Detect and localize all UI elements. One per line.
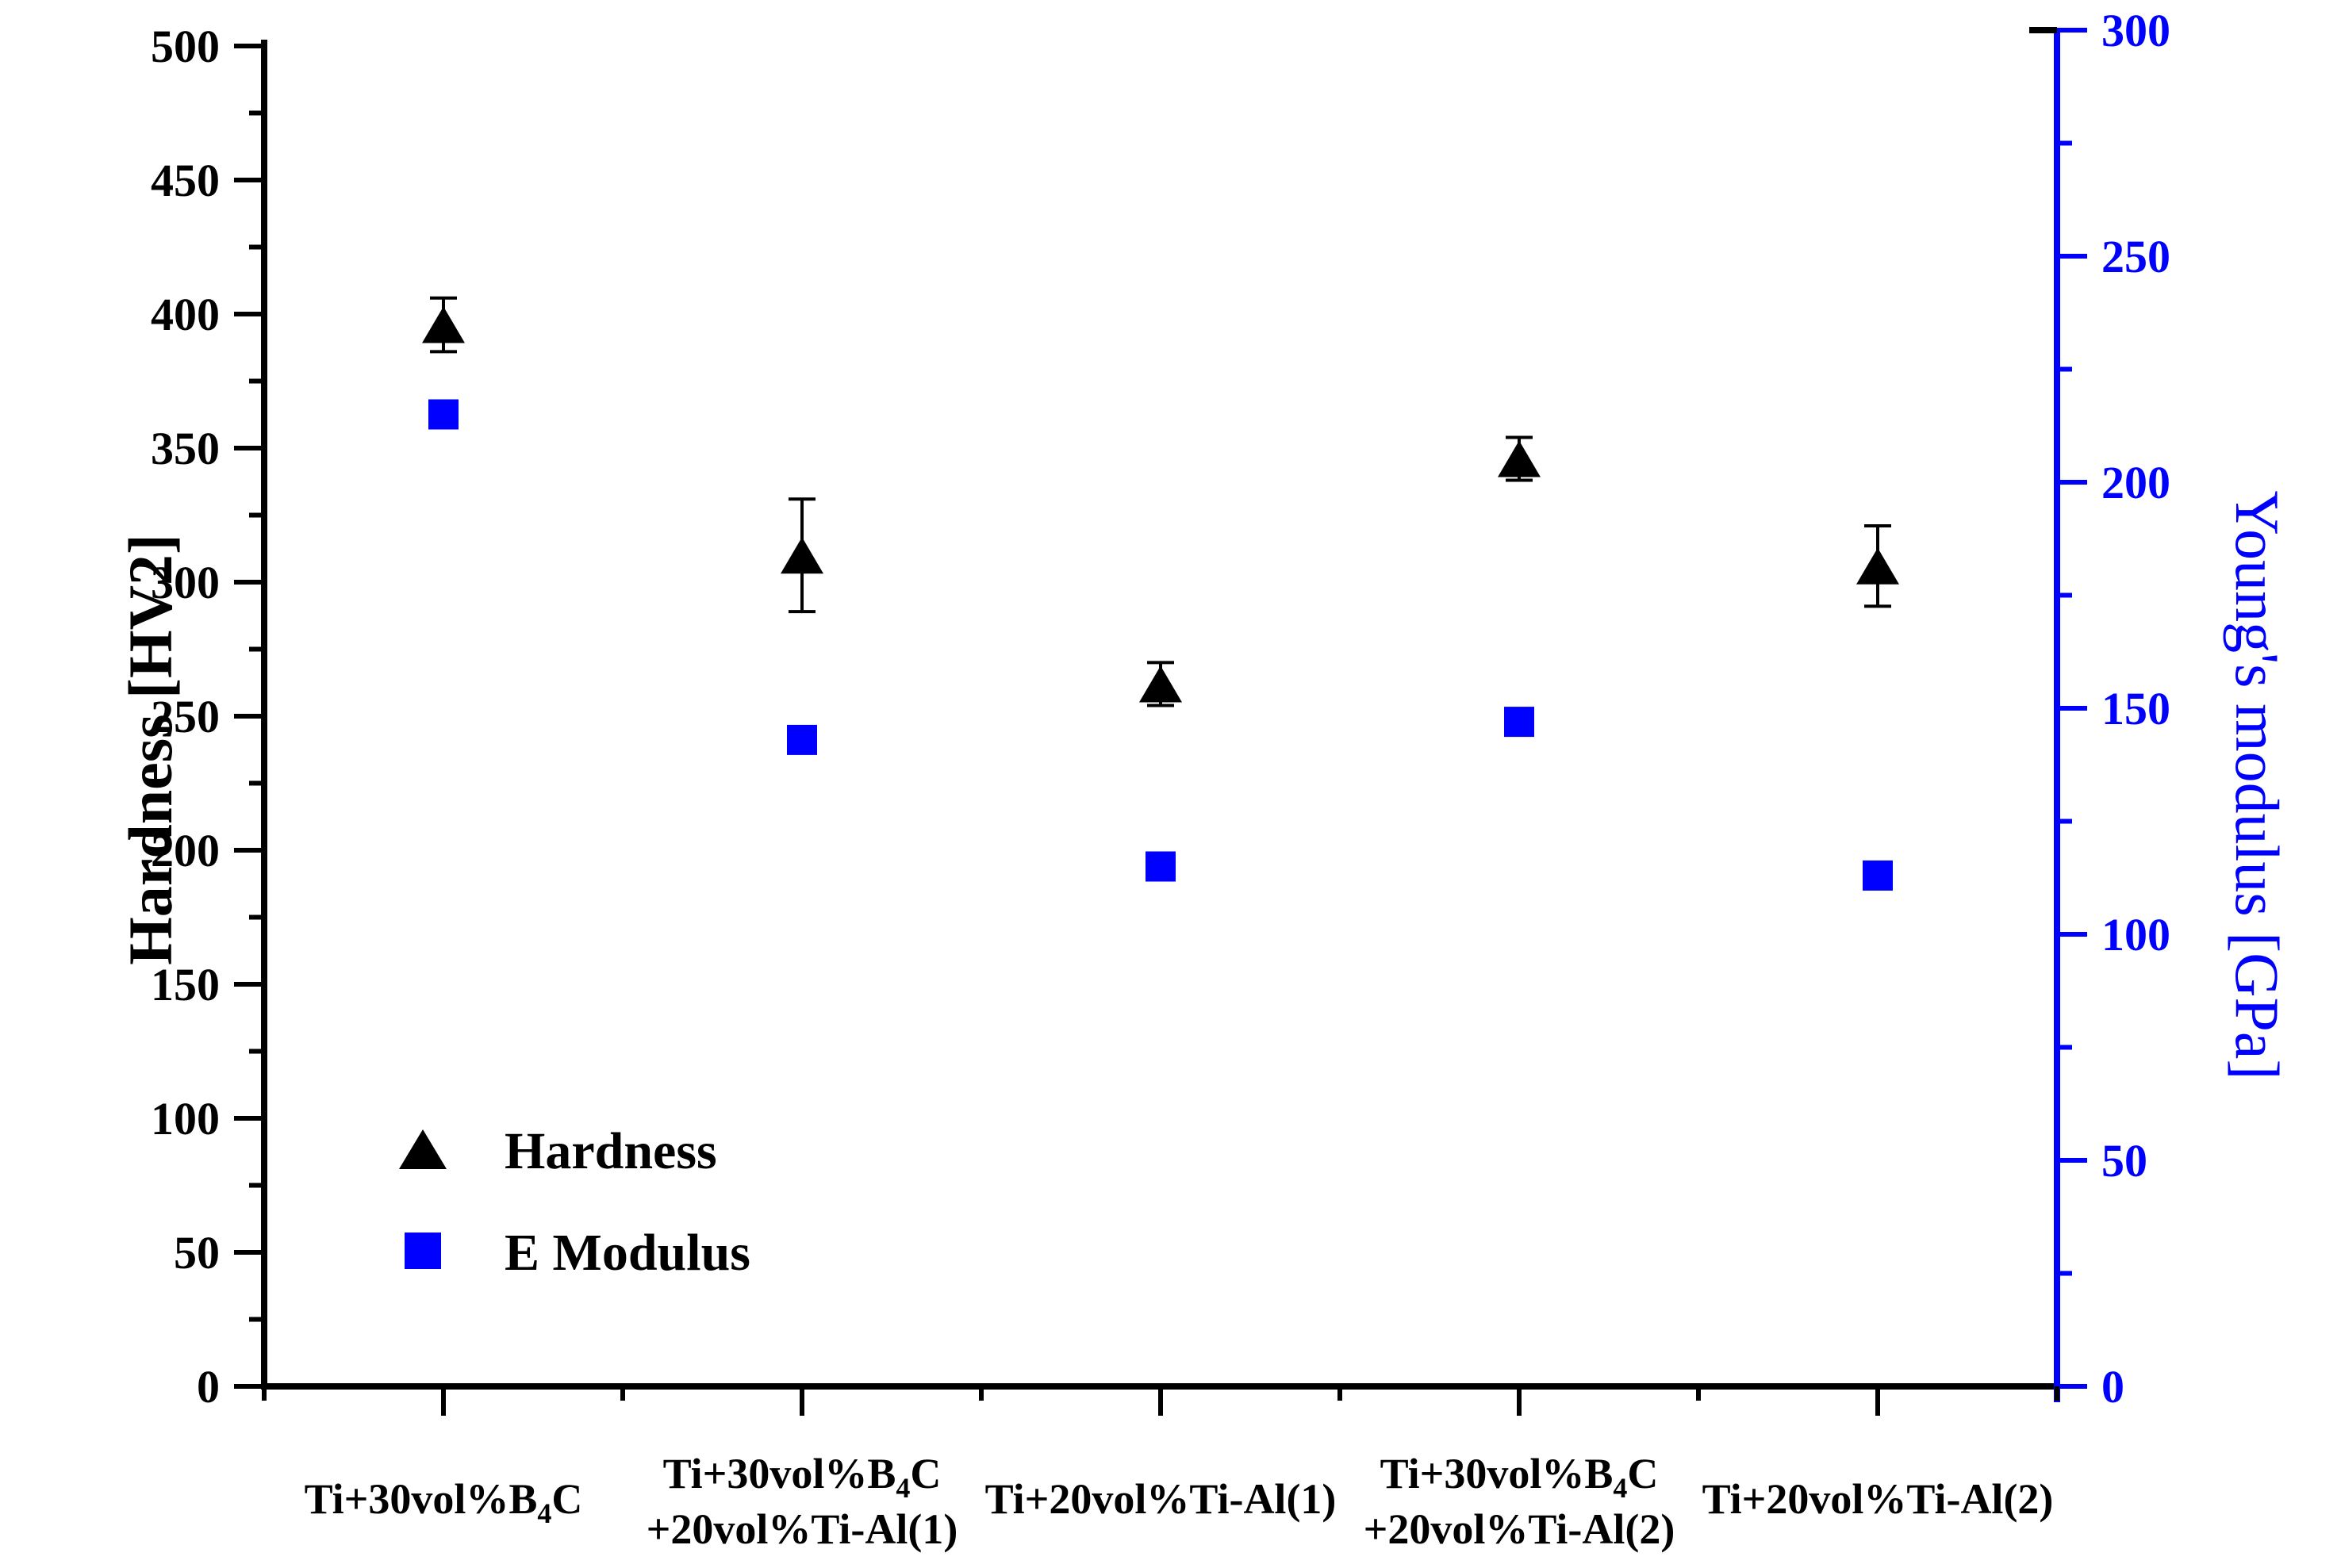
x-axis-ticks: [262, 1386, 2059, 1416]
right-axis-ticks: 0 50 100 150 200 250 300: [2057, 5, 2170, 1413]
left-tick-label: 0: [197, 1361, 220, 1413]
e-modulus-data-point: [1146, 851, 1176, 882]
hardness-data-point: [422, 306, 465, 343]
hardness-data-point: [781, 537, 823, 574]
right-tick-label: 100: [2101, 909, 2170, 960]
x-category-label: Ti+30vol%B4C: [305, 1475, 583, 1529]
left-tick-label: 350: [151, 423, 220, 474]
right-tick-label: 50: [2101, 1135, 2147, 1187]
hardness-data-point: [1498, 440, 1541, 477]
right-tick-label: 0: [2101, 1361, 2124, 1413]
right-tick-label: 150: [2101, 683, 2170, 734]
e-modulus-series: [428, 399, 1893, 891]
plot-root: 0 50 100 150 200 250 300 350 400 450 500 0 50 100 150 2…: [151, 5, 2170, 1553]
left-tick-label: 500: [151, 21, 220, 72]
left-tick-label: 250: [151, 691, 220, 742]
right-tick-label: 300: [2101, 5, 2170, 56]
x-category-label-line1: Ti+30vol%B4C: [663, 1450, 942, 1504]
hardness-data-point: [1139, 665, 1182, 703]
x-category-label-line1: Ti+30vol%B4C: [1380, 1450, 1659, 1504]
right-tick-label: 200: [2101, 457, 2170, 508]
x-category-labels: Ti+30vol%B4CTi+30vol%B4C+20vol%Ti-Al(1)T…: [305, 1450, 2054, 1553]
left-tick-label: 100: [151, 1093, 220, 1144]
x-category-label-line2: +20vol%Ti-Al(1): [647, 1505, 958, 1553]
e-modulus-data-point: [1863, 860, 1893, 891]
left-tick-label: 50: [174, 1227, 220, 1279]
e-modulus-data-point: [1504, 707, 1534, 738]
left-tick-label: 300: [151, 557, 220, 608]
left-tick-label: 150: [151, 959, 220, 1010]
e-modulus-data-point: [428, 399, 459, 430]
right-tick-label: 250: [2101, 231, 2170, 282]
left-tick-label: 400: [151, 289, 220, 340]
e-modulus-legend-square-icon: [405, 1233, 441, 1269]
hardness-legend-triangle-icon: [399, 1129, 447, 1169]
left-axis-title: Hardness [HV2]: [116, 534, 185, 965]
left-tick-label: 450: [151, 155, 220, 206]
hardness-series: [422, 296, 1899, 707]
e-modulus-legend-label: E Modulus: [505, 1224, 750, 1282]
left-tick-label: 200: [151, 825, 220, 876]
hardness-legend-label: Hardness: [505, 1122, 717, 1180]
x-category-label: Ti+20vol%Ti-Al(1): [985, 1475, 1337, 1523]
e-modulus-data-point: [787, 724, 817, 755]
right-axis-title: Young's modulus [GPa]: [2223, 490, 2292, 1080]
hardness-data-point: [1856, 547, 1899, 585]
left-axis-ticks: 0 50 100 150 200 250 300 350 400 450 500: [151, 21, 264, 1413]
x-category-label-line2: +20vol%Ti-Al(2): [1364, 1505, 1675, 1553]
x-category-label: Ti+20vol%Ti-Al(2): [1702, 1475, 2054, 1523]
